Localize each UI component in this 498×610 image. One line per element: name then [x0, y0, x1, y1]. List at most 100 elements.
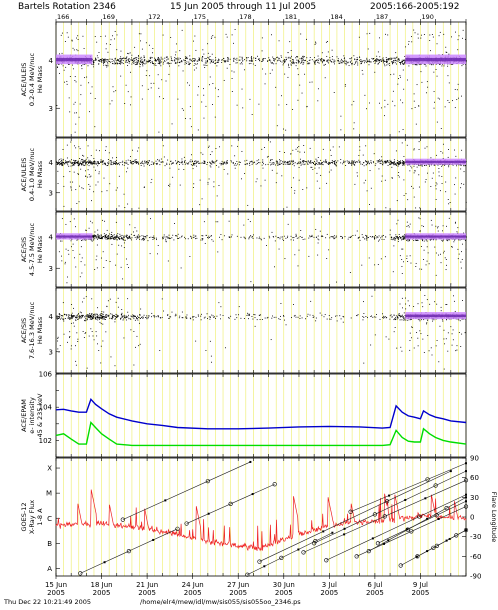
- mass-point: [321, 235, 323, 237]
- mass-point: [457, 258, 459, 260]
- mass-point: [121, 234, 123, 236]
- mass-point: [326, 161, 328, 163]
- mass-point: [172, 163, 174, 164]
- mass-point: [319, 230, 321, 232]
- mass-point: [117, 58, 118, 60]
- mass-point: [139, 343, 141, 345]
- mass-point: [271, 231, 273, 233]
- mass-point: [313, 236, 315, 238]
- mass-point: [91, 164, 93, 166]
- mass-point: [67, 162, 68, 164]
- mass-point: [373, 236, 375, 238]
- mass-point: [445, 51, 447, 53]
- mass-point: [236, 104, 238, 106]
- mass-point: [287, 57, 289, 59]
- mass-point: [230, 161, 232, 163]
- mass-point: [99, 321, 101, 323]
- mass-point: [358, 236, 360, 238]
- mass-point: [95, 236, 97, 238]
- mass-point: [64, 261, 66, 263]
- mass-point: [112, 35, 114, 37]
- mass-point: [297, 150, 299, 152]
- mass-point: [189, 59, 191, 61]
- mass-point: [314, 164, 316, 166]
- mass-point: [422, 239, 424, 241]
- mass-point: [111, 58, 113, 60]
- mass-point: [288, 163, 290, 165]
- mass-point: [74, 163, 76, 165]
- mass-point: [112, 237, 114, 239]
- mass-point: [287, 163, 289, 165]
- mass-point: [366, 33, 368, 35]
- mass-point: [113, 237, 115, 239]
- mass-point: [402, 102, 404, 104]
- mass-point: [98, 60, 100, 61]
- mass-point: [140, 60, 142, 62]
- mass-point: [109, 261, 111, 262]
- mass-point: [127, 159, 129, 161]
- mass-point: [351, 164, 353, 166]
- mass-point: [262, 68, 264, 70]
- mass-point: [436, 340, 438, 341]
- mass-point: [109, 103, 111, 105]
- mass-point: [103, 60, 105, 61]
- mass-point: [346, 160, 348, 162]
- mass-point: [413, 240, 415, 242]
- mass-point: [362, 73, 364, 75]
- mass-point: [160, 59, 162, 61]
- mass-point: [358, 237, 360, 238]
- mass-point: [97, 161, 99, 163]
- mass-point: [130, 162, 132, 163]
- mass-point: [293, 63, 295, 65]
- mass-point: [236, 62, 238, 64]
- mass-point: [439, 31, 441, 33]
- mass-point: [192, 237, 194, 239]
- mass-point: [189, 106, 191, 108]
- mass-point: [58, 158, 60, 160]
- mass-point: [388, 338, 390, 340]
- mass-point: [300, 161, 302, 163]
- mass-point: [457, 232, 459, 234]
- mass-point: [167, 58, 169, 60]
- mass-point: [235, 62, 237, 64]
- mass-point: [420, 230, 421, 232]
- mass-point: [219, 146, 221, 148]
- mass-point: [375, 237, 377, 239]
- mass-point: [89, 188, 91, 190]
- mass-point: [320, 174, 322, 176]
- mass-point: [197, 63, 198, 65]
- mass-point: [340, 60, 342, 62]
- mass-point: [383, 63, 385, 65]
- mass-point: [110, 236, 112, 237]
- mass-point: [101, 161, 103, 163]
- mass-point: [413, 172, 415, 174]
- mass-point: [184, 63, 186, 65]
- mass-point: [304, 161, 306, 163]
- mass-point: [176, 62, 178, 64]
- mass-point: [404, 61, 406, 63]
- mass-point: [156, 60, 157, 62]
- mass-point: [302, 63, 304, 65]
- mass-point: [401, 142, 403, 144]
- mass-point: [75, 226, 76, 228]
- mass-point: [158, 87, 160, 89]
- mass-point: [116, 163, 118, 165]
- mass-point: [359, 149, 361, 151]
- mass-point: [339, 62, 341, 64]
- mass-point: [400, 63, 402, 65]
- mass-point: [109, 58, 111, 60]
- mass-point: [286, 161, 288, 163]
- mass-point: [287, 161, 289, 163]
- mass-point: [102, 160, 104, 162]
- mass-point: [63, 69, 65, 71]
- mass-point: [63, 333, 65, 335]
- mass-point: [353, 122, 355, 124]
- mass-point: [382, 164, 384, 166]
- mass-point: [201, 198, 203, 200]
- mass-point: [129, 162, 131, 164]
- mass-point: [403, 162, 405, 164]
- mass-point: [204, 161, 205, 163]
- mass-point: [128, 238, 130, 239]
- mass-point: [169, 185, 171, 187]
- mass-point: [397, 59, 399, 61]
